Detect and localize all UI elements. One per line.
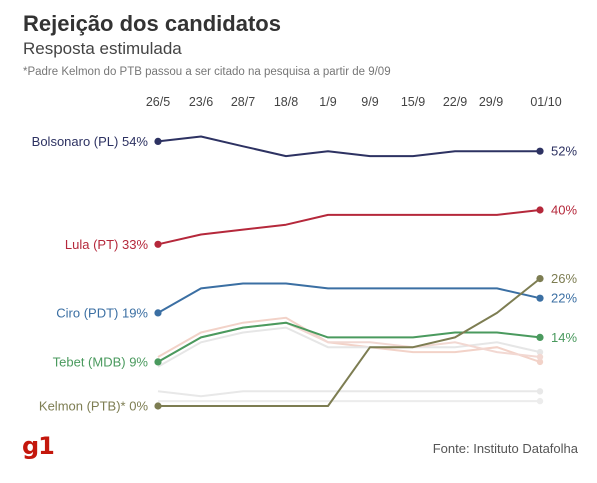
series-end-point [536, 147, 544, 155]
series-end-point [536, 275, 544, 283]
series-start-label: Tebet (MDB) 9% [53, 354, 149, 369]
x-tick-label: 29/9 [479, 95, 503, 109]
series-end-label: 22% [551, 291, 577, 306]
series-start-point [154, 137, 162, 145]
series-start-label: Lula (PT) 33% [65, 237, 149, 252]
series-start-point [154, 402, 162, 410]
series-line [157, 209, 541, 246]
background-series-line [157, 326, 541, 368]
source-credit: Fonte: Instituto Datafolha [432, 441, 578, 456]
g1-logo: g1 [22, 432, 55, 460]
x-tick-label: 26/5 [146, 95, 170, 109]
series-line [158, 277, 541, 407]
x-axis-ticks: 26/5 23/6 28/7 18/8 1/9 9/9 15/9 22/9 29/9 01/10 [146, 95, 562, 109]
x-tick-label: 15/9 [401, 95, 425, 109]
chart-subtitle: Resposta estimulada [23, 39, 182, 58]
x-tick-label: 9/9 [361, 95, 378, 109]
series-start-point [154, 240, 162, 248]
x-tick-label: 22/9 [443, 95, 467, 109]
x-tick-label: 18/8 [274, 95, 298, 109]
series-end-point [536, 294, 544, 302]
series-start-point [154, 309, 162, 317]
background-series-point [536, 353, 544, 361]
x-tick-label: 1/9 [319, 95, 336, 109]
x-tick-label: 28/7 [231, 95, 255, 109]
chart-footnote: *Padre Kelmon do PTB passou a ser citado… [23, 66, 391, 78]
x-tick-label: 23/6 [189, 95, 213, 109]
background-series-point [536, 358, 544, 366]
series-start-label: Kelmon (PTB)* 0% [39, 399, 149, 414]
series-start-label: Ciro (PDT) 19% [56, 305, 148, 320]
series-start-label: Bolsonaro (PL) 54% [32, 134, 149, 149]
chart-title: Rejeição dos candidatos [23, 11, 281, 36]
main-series [154, 135, 544, 410]
series-end-label: 26% [551, 271, 577, 286]
series-line [157, 282, 541, 314]
series-end-label: 14% [551, 330, 577, 345]
background-series-point [536, 397, 544, 405]
background-series-point [536, 388, 544, 395]
background-series-line [157, 390, 540, 398]
x-tick-label: 01/10 [530, 95, 561, 109]
series-end-point [536, 333, 544, 341]
series-labels: Bolsonaro (PL) 54% 52% Lula (PT) 33% 40% Cir… [32, 134, 578, 414]
background-series-line [157, 316, 541, 363]
series-line [157, 321, 541, 363]
series-end-point [536, 206, 544, 214]
series-line [157, 135, 540, 158]
background-series-point [536, 348, 544, 356]
series-start-point [154, 358, 162, 366]
series-end-label: 52% [551, 144, 577, 159]
background-series [157, 316, 544, 405]
series-end-label: 40% [551, 203, 577, 218]
